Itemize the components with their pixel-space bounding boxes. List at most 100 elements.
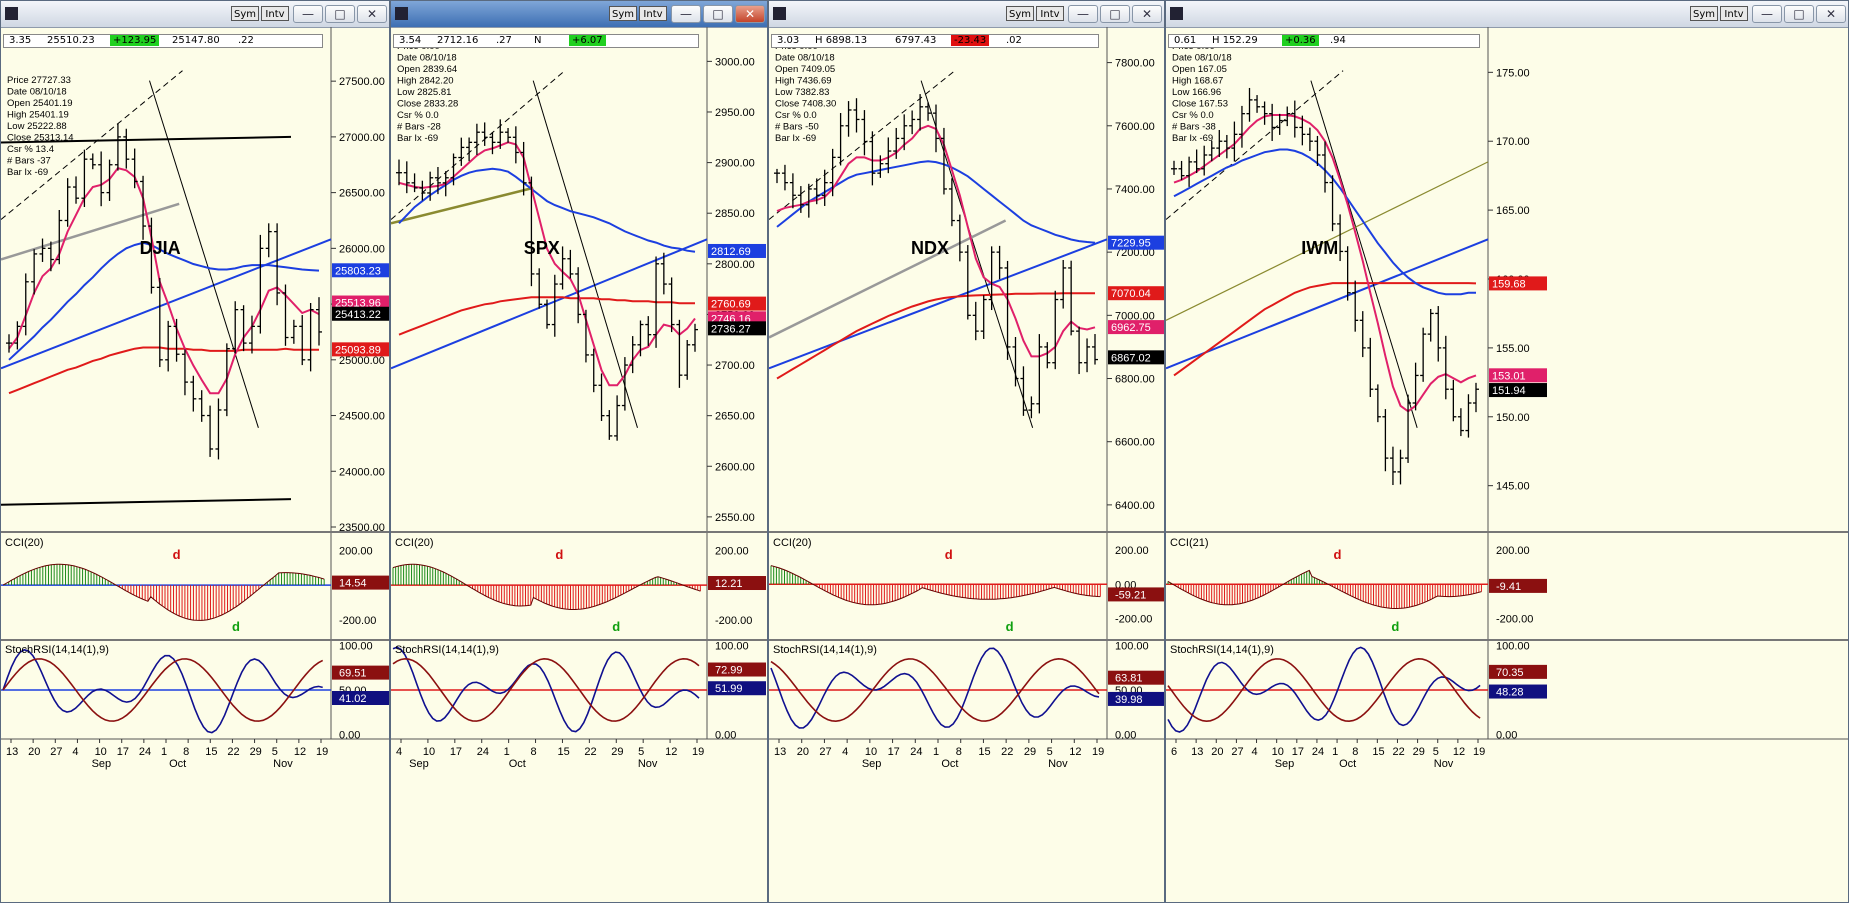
info-line: # Bars -28 (397, 122, 441, 133)
month-label: Nov (1048, 758, 1068, 770)
title-bar[interactable]: Sym Intv — □ ✕ (769, 1, 1164, 28)
price-tick-label: 2700.00 (715, 360, 755, 372)
close-icon[interactable]: ✕ (357, 5, 387, 23)
date-tick-label: 10 (1272, 746, 1284, 758)
chart-window-djia[interactable]: Sym Intv — □ ✕ 27500.00 27000.00 26500.00 26000.… (0, 0, 390, 903)
sym-button[interactable]: Sym (1006, 6, 1034, 21)
ma-long-line (398, 296, 695, 336)
intv-button[interactable]: Intv (639, 6, 667, 21)
chart-window-ndx[interactable]: Sym Intv — □ ✕ 7800.00 7600.00 7400.00 7200.00 70… (768, 0, 1165, 903)
chart-djia[interactable]: 27500.0027000.0026500.0026000.0025500.00… (1, 27, 390, 903)
info-line: Open 7409.05 (775, 64, 835, 75)
cci-tick-label: 200.00 (1496, 545, 1530, 557)
pane-divider (769, 639, 1164, 641)
quote-field: 6797.43 (895, 35, 937, 46)
close-icon[interactable]: ✕ (735, 5, 765, 23)
maximize-icon[interactable]: □ (1100, 5, 1130, 23)
close-icon[interactable]: ✕ (1816, 5, 1846, 23)
minimize-icon[interactable]: — (671, 5, 701, 23)
ma-short-line (398, 141, 696, 387)
price-tag-label: 6867.02 (1111, 352, 1151, 364)
price-tick-label: 7800.00 (1115, 58, 1155, 70)
title-bar[interactable]: Sym Intv — □ ✕ (391, 1, 767, 28)
cci-tick-label: 200.00 (339, 545, 373, 557)
price-tag-red (708, 296, 766, 311)
stoch-value-tag (1108, 691, 1164, 706)
trendline (1, 135, 292, 144)
minimize-icon[interactable]: — (1068, 5, 1098, 23)
stoch-value-label: 39.98 (1115, 694, 1143, 706)
date-tick-label: 1 (933, 746, 939, 758)
sym-button[interactable]: Sym (231, 6, 259, 21)
cci-tick-label: 200.00 (715, 545, 749, 557)
cci-title: CCI(21) (1170, 537, 1209, 549)
date-tick-label: 20 (28, 746, 40, 758)
info-line: Date 08/10/18 (775, 53, 835, 64)
price-tag-black (1489, 383, 1547, 398)
maximize-icon[interactable]: □ (325, 5, 355, 23)
date-tick-label: 22 (1001, 746, 1013, 758)
date-tick-label: 12 (665, 746, 677, 758)
pane-divider (1, 531, 389, 533)
sym-button[interactable]: Sym (1690, 6, 1718, 21)
maximize-icon[interactable]: □ (1784, 5, 1814, 23)
trendline (1166, 238, 1489, 370)
chart-ndx[interactable]: 7800.00 7600.00 7400.00 7200.00 7000.00 6800.… (769, 27, 1165, 903)
trendline (1, 202, 180, 261)
date-tick-label: 1 (161, 746, 167, 758)
chart-spx[interactable]: 3000.002950.002900.002850.002800.002750.… (391, 27, 768, 903)
sym-button[interactable]: Sym (609, 6, 637, 21)
close-icon[interactable]: ✕ (1132, 5, 1162, 23)
maximize-icon[interactable]: □ (703, 5, 733, 23)
stoch-tick-label: 100.00 (715, 640, 749, 652)
date-tick-label: 12 (294, 746, 306, 758)
price-tag-red (1108, 286, 1164, 301)
info-line: Csr % 0.0 (397, 110, 439, 121)
pane-divider (1166, 639, 1848, 641)
quote-field: 3.03 (777, 35, 800, 46)
date-tick-label: 15 (205, 746, 217, 758)
chart-window-spx[interactable]: Sym Intv — □ ✕ 3000.00 2950.00 2900.00 2850.00 28… (390, 0, 768, 903)
ma-short-line (1173, 114, 1477, 413)
quote-field: 25147.80 (172, 35, 220, 46)
info-line: High 168.67 (1172, 76, 1223, 87)
info-line: Open 2839.64 (397, 64, 457, 75)
pane-divider (391, 531, 767, 533)
price-tick-label: 7400.00 (1115, 184, 1155, 196)
title-bar[interactable]: Sym Intv — □ ✕ (1166, 1, 1848, 28)
price-tick-label: 6800.00 (1115, 374, 1155, 386)
chart-iwm[interactable]: 175.00 170.00 165.00 1 6 0.00 155.00 150.00 145.… (1166, 27, 1849, 903)
symbol-label: DJIA (140, 238, 181, 258)
stoch-value-tag (708, 662, 766, 677)
intv-button[interactable]: Intv (1720, 6, 1748, 21)
price-tick-label: 2550.00 (715, 512, 755, 524)
date-tick-label: 15 (557, 746, 569, 758)
price-tick-label: 2850.00 (715, 208, 755, 220)
stoch-title: StochRSI(14,14(1),9) (773, 644, 877, 656)
symbol-label: SPX (524, 238, 560, 258)
cci-tick-label: -200.00 (1496, 613, 1533, 625)
ma-long-line (776, 292, 1095, 380)
intv-button[interactable]: Intv (1036, 6, 1064, 21)
date-tick-label: 4 (1252, 746, 1258, 758)
month-label: Oct (169, 758, 186, 770)
cci-title: CCI(20) (395, 537, 434, 549)
minimize-icon[interactable]: — (1752, 5, 1782, 23)
intv-button[interactable]: Intv (261, 6, 289, 21)
date-tick-label: 13 (1191, 746, 1203, 758)
month-label: Nov (273, 758, 293, 770)
stoch-title: StochRSI(14,14(1),9) (1170, 644, 1274, 656)
price-tick-label: 2950.00 (715, 107, 755, 119)
minimize-icon[interactable]: — (293, 5, 323, 23)
title-bar[interactable]: Sym Intv — □ ✕ (1, 1, 389, 28)
pane-divider (1, 639, 389, 641)
price-tick-label: 6400.00 (1115, 500, 1155, 512)
chart-app-icon (395, 7, 408, 20)
price-tick-label: 7200.00 (1115, 247, 1155, 259)
pane-divider (769, 531, 1164, 533)
stoch-value-tag (332, 665, 389, 680)
date-tick-label: 12 (1069, 746, 1081, 758)
month-label: Oct (1339, 758, 1356, 770)
